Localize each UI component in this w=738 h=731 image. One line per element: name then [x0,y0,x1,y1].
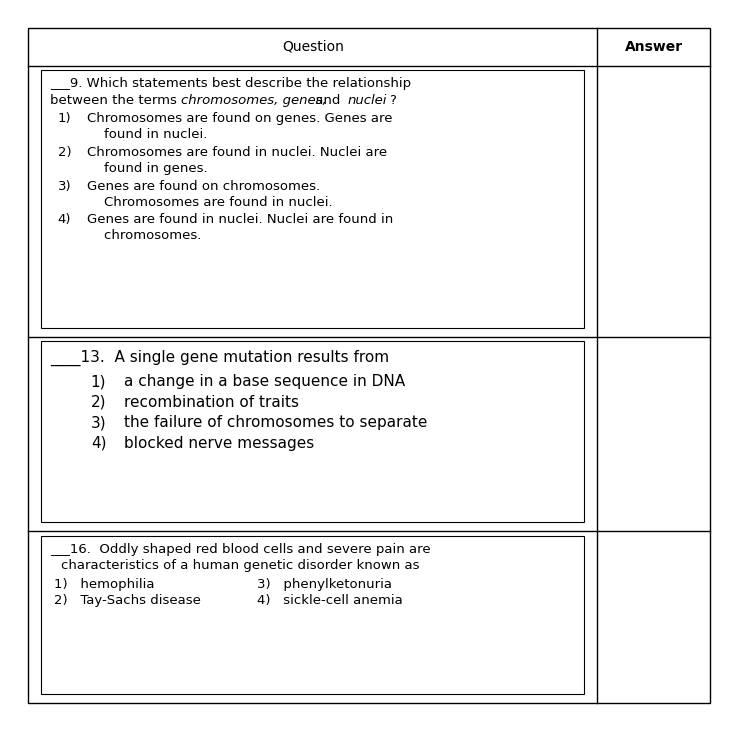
Text: between the terms: between the terms [50,94,182,107]
Text: 2)   Tay-Sachs disease: 2) Tay-Sachs disease [54,594,201,607]
Text: 1): 1) [91,374,106,390]
Text: blocked nerve messages: blocked nerve messages [125,436,314,451]
Text: chromosomes, genes,: chromosomes, genes, [181,94,326,107]
Text: Answer: Answer [624,39,683,54]
Text: found in nuclei.: found in nuclei. [86,128,207,141]
Text: 2): 2) [58,146,71,159]
Text: nuclei: nuclei [348,94,387,107]
Text: 3): 3) [91,415,106,431]
Bar [41,536,584,694]
Text: 4)   sickle-cell anemia: 4) sickle-cell anemia [257,594,402,607]
Text: 2): 2) [91,395,106,410]
Text: chromosomes.: chromosomes. [86,230,201,243]
Text: 4): 4) [91,436,106,451]
Bar [41,70,584,328]
Text: 1): 1) [58,112,71,125]
Text: Genes are found in nuclei. Nuclei are found in: Genes are found in nuclei. Nuclei are fo… [86,213,393,227]
Bar [41,341,584,523]
Text: 3): 3) [58,180,71,192]
Text: recombination of traits: recombination of traits [125,395,300,410]
Text: and: and [311,94,345,107]
Text: ___16.  Oddly shaped red blood cells and severe pain are: ___16. Oddly shaped red blood cells and … [50,543,431,556]
Text: characteristics of a human genetic disorder known as: characteristics of a human genetic disor… [61,559,419,572]
Text: 4): 4) [58,213,71,227]
Text: ___9. Which statements best describe the relationship: ___9. Which statements best describe the… [50,77,411,91]
Text: the failure of chromosomes to separate: the failure of chromosomes to separate [125,415,428,431]
Text: Chromosomes are found in nuclei. Nuclei are: Chromosomes are found in nuclei. Nuclei … [86,146,387,159]
Text: Chromosomes are found on genes. Genes are: Chromosomes are found on genes. Genes ar… [86,112,392,125]
Text: ____13.  A single gene mutation results from: ____13. A single gene mutation results f… [50,350,390,366]
Text: Genes are found on chromosomes.: Genes are found on chromosomes. [86,180,320,192]
Text: 3)   phenylketonuria: 3) phenylketonuria [257,578,392,591]
Text: 1)   hemophilia: 1) hemophilia [54,578,154,591]
Text: Question: Question [282,39,344,54]
Text: a change in a base sequence in DNA: a change in a base sequence in DNA [125,374,405,390]
Text: found in genes.: found in genes. [86,162,207,175]
Text: Chromosomes are found in nuclei.: Chromosomes are found in nuclei. [86,196,332,208]
Text: ?: ? [389,94,396,107]
